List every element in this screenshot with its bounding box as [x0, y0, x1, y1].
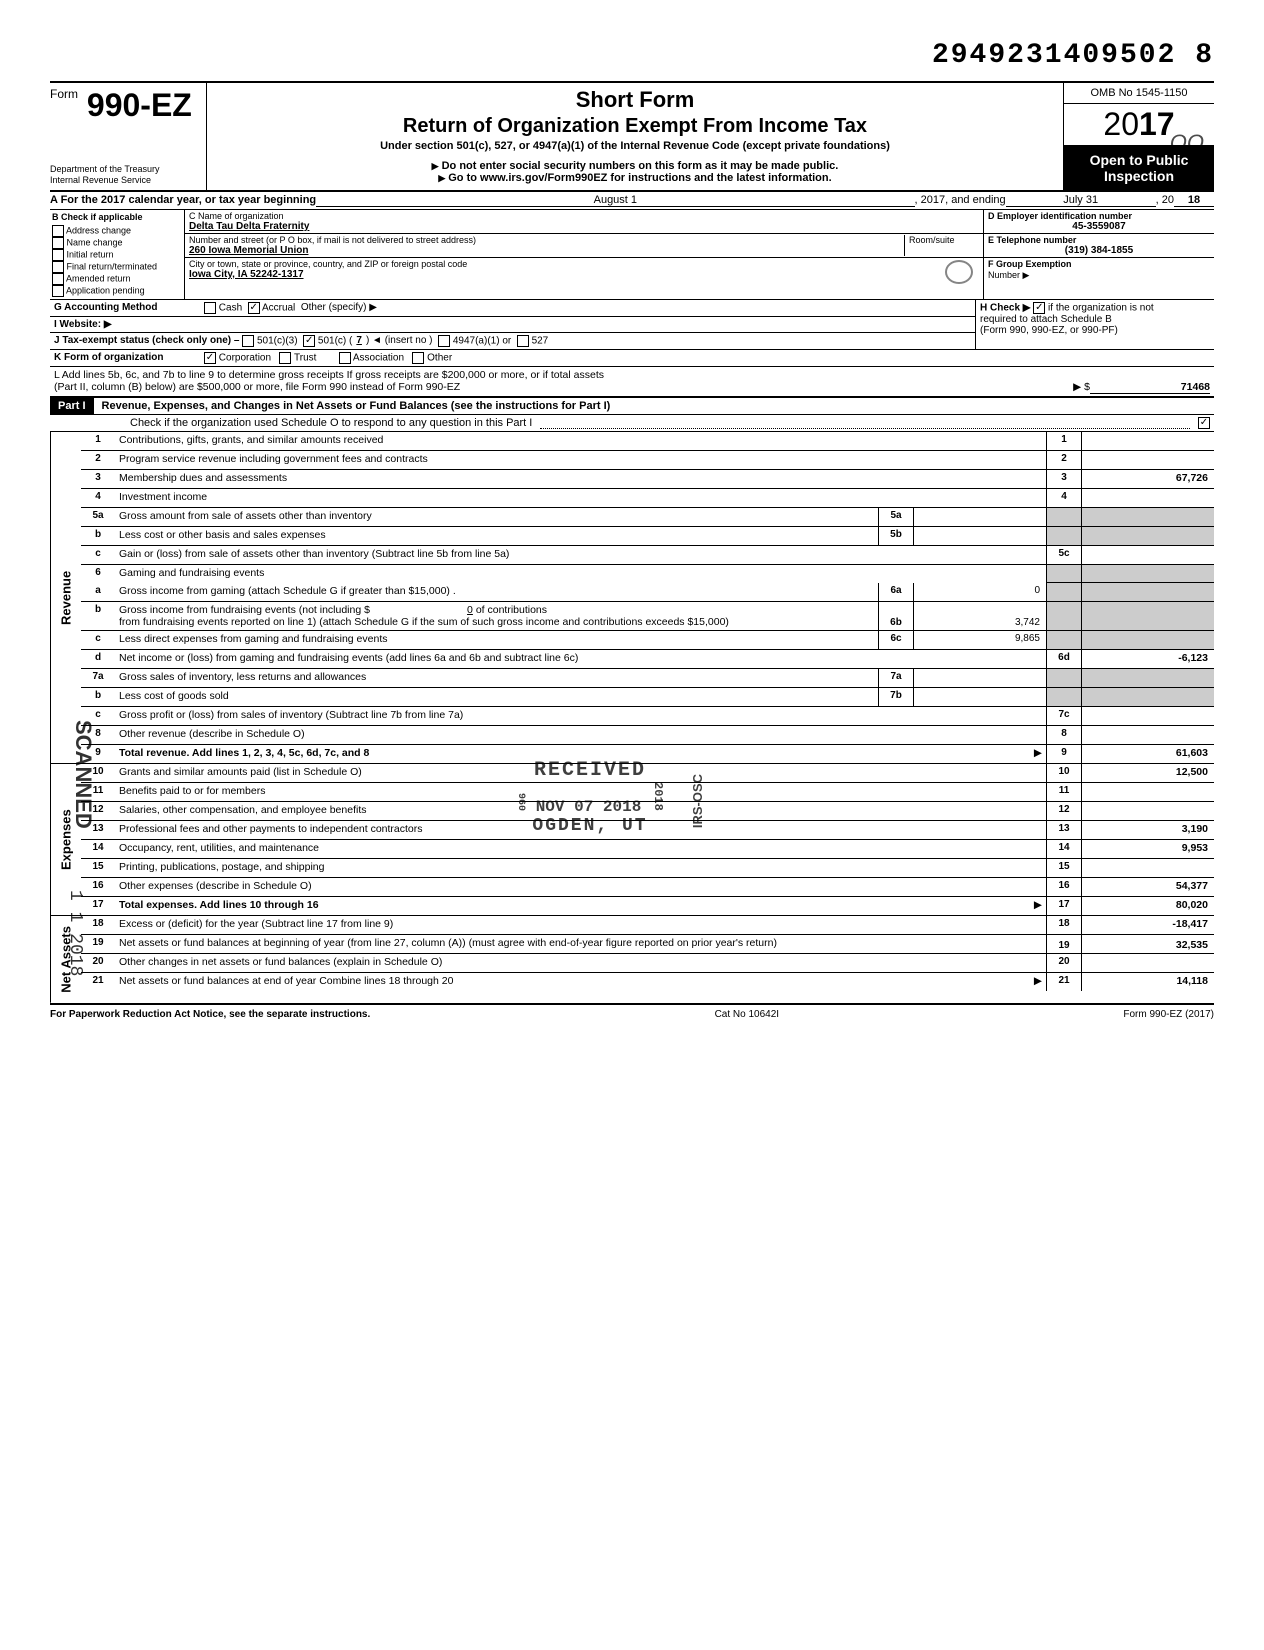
check-trust[interactable]: Trust — [279, 352, 316, 364]
scanned-stamp: SCANNED — [70, 720, 96, 829]
line-6b: b Gross income from fundraising events (… — [81, 602, 1214, 631]
box-f-group-exemption: F Group Exemption Number ▶ — [984, 258, 1214, 282]
line-15: 15Printing, publications, postage, and s… — [81, 859, 1214, 878]
header-left: Form 990-EZ Department of the Treasury I… — [50, 83, 207, 190]
check-other-org[interactable]: Other — [412, 352, 452, 364]
line-6a: aGross income from gaming (attach Schedu… — [81, 583, 1214, 602]
part-1-schedule-o-check: Check if the organization used Schedule … — [50, 415, 1214, 432]
line-5a: 5aGross amount from sale of assets other… — [81, 508, 1214, 527]
check-527[interactable]: 527 — [517, 335, 548, 347]
line-2: 2Program service revenue including gover… — [81, 451, 1214, 470]
entity-info-block: B Check if applicable Address change Nam… — [50, 210, 1214, 300]
check-cash[interactable]: Cash — [204, 302, 242, 314]
document-locator-number: 2949231409502 8 — [50, 40, 1214, 71]
omb-number: OMB No 1545-1150 — [1064, 83, 1214, 104]
form-header: Form 990-EZ Department of the Treasury I… — [50, 81, 1214, 192]
city-row: City or town, state or province, country… — [185, 258, 983, 281]
org-name-row: C Name of organization Delta Tau Delta F… — [185, 210, 983, 234]
right-info-col: D Employer identification number 45-3559… — [984, 210, 1214, 299]
box-b-check-applicable: B Check if applicable Address change Nam… — [50, 210, 185, 299]
check-address-change[interactable]: Address change — [52, 225, 182, 237]
part-1-header: Part I Revenue, Expenses, and Changes in… — [50, 397, 1214, 415]
net-assets-section: Net Assets 18Excess or (deficit) for the… — [50, 916, 1214, 1005]
check-amended-return[interactable]: Amended return — [52, 273, 182, 285]
row-j-tax-exempt: J Tax-exempt status (check only one) – 5… — [50, 333, 975, 350]
handwritten-circle-icon — [945, 260, 973, 284]
box-c-name-address: C Name of organization Delta Tau Delta F… — [185, 210, 984, 299]
check-application-pending[interactable]: Application pending — [52, 285, 182, 297]
line-10: 10Grants and similar amounts paid (list … — [81, 764, 1214, 783]
check-schedule-o-part1[interactable]: ✓ — [1198, 417, 1210, 429]
check-name-change[interactable]: Name change — [52, 237, 182, 249]
check-final-return[interactable]: Final return/terminated — [52, 261, 182, 273]
check-association[interactable]: Association — [339, 352, 404, 364]
line-1: 1Contributions, gifts, grants, and simil… — [81, 432, 1214, 451]
line-16: 16Other expenses (describe in Schedule O… — [81, 878, 1214, 897]
irs-osc-stamp: IRS-OSC — [690, 774, 705, 828]
ssn-warning: Do not enter social security numbers on … — [217, 160, 1053, 172]
side-date-stamp: 1 1 2018 — [65, 890, 85, 976]
line-6c: cLess direct expenses from gaming and fu… — [81, 631, 1214, 650]
line-6: 6Gaming and fundraising events — [81, 565, 1214, 583]
street-row: Number and street (or P O box, if mail i… — [185, 234, 983, 258]
box-h-schedule-b: H Check ▶ ✓ if the organization is not r… — [975, 300, 1214, 350]
line-4: 4Investment income4 — [81, 489, 1214, 508]
line-6d: dNet income or (loss) from gaming and fu… — [81, 650, 1214, 669]
revenue-section: Revenue 1Contributions, gifts, grants, a… — [50, 432, 1214, 764]
goto-url: Go to www.irs.gov/Form990EZ for instruct… — [217, 172, 1053, 184]
form-subtitle: Return of Organization Exempt From Incom… — [217, 115, 1053, 138]
line-7c: cGross profit or (loss) from sales of in… — [81, 707, 1214, 726]
line-9: 9Total revenue. Add lines 1, 2, 3, 4, 5c… — [81, 745, 1214, 763]
row-g-accounting: G Accounting Method Cash ✓ Accrual Other… — [50, 300, 975, 317]
form-number: Form 990-EZ — [50, 87, 200, 124]
line-5b: bLess cost or other basis and sales expe… — [81, 527, 1214, 546]
check-501c[interactable]: ✓ 501(c) ( — [303, 335, 352, 347]
line-7b: bLess cost of goods sold7b — [81, 688, 1214, 707]
under-section-text: Under section 501(c), 527, or 4947(a)(1)… — [217, 140, 1053, 152]
line-3: 3Membership dues and assessments367,726 — [81, 470, 1214, 489]
row-l-gross-receipts: L Add lines 5b, 6c, and 7b to line 9 to … — [50, 367, 1214, 397]
line-19: 19Net assets or fund balances at beginni… — [81, 935, 1214, 954]
check-initial-return[interactable]: Initial return — [52, 249, 182, 261]
line-20: 20Other changes in net assets or fund ba… — [81, 954, 1214, 973]
check-not-required-schedule-b[interactable]: ✓ — [1033, 302, 1045, 314]
box-e-phone: E Telephone number (319) 384-1855 — [984, 234, 1214, 258]
line-8: 8Other revenue (describe in Schedule O)8 — [81, 726, 1214, 745]
line-18: 18Excess or (deficit) for the year (Subt… — [81, 916, 1214, 935]
department-info: Department of the Treasury Internal Reve… — [50, 164, 200, 186]
line-21: 21Net assets or fund balances at end of … — [81, 973, 1214, 991]
line-5c: cGain or (loss) from sale of assets othe… — [81, 546, 1214, 565]
line-12: 12Salaries, other compensation, and empl… — [81, 802, 1214, 821]
header-center: Short Form Return of Organization Exempt… — [207, 83, 1063, 190]
check-accrual[interactable]: ✓ Accrual — [248, 302, 296, 314]
form-container: 2949231409502 8 Form 990-EZ Department o… — [50, 40, 1214, 1020]
check-4947[interactable]: 4947(a)(1) or — [438, 335, 511, 347]
line-17: 17Total expenses. Add lines 10 through 1… — [81, 897, 1214, 915]
check-501c3[interactable]: 501(c)(3) — [242, 335, 297, 347]
line-14: 14Occupancy, rent, utilities, and mainte… — [81, 840, 1214, 859]
row-i-website: I Website: ▶ — [50, 317, 975, 333]
line-7a: 7aGross sales of inventory, less returns… — [81, 669, 1214, 688]
box-d-ein: D Employer identification number 45-3559… — [984, 210, 1214, 234]
line-a-tax-year: A For the 2017 calendar year, or tax yea… — [50, 192, 1214, 210]
line-11: 11Benefits paid to or for members11 — [81, 783, 1214, 802]
row-k-form-org: K Form of organization ✓ Corporation Tru… — [50, 350, 1214, 367]
short-form-title: Short Form — [217, 87, 1053, 113]
page-footer: For Paperwork Reduction Act Notice, see … — [50, 1005, 1214, 1020]
check-corporation[interactable]: ✓ Corporation — [204, 352, 271, 364]
handwritten-initials: OO — [1170, 130, 1204, 156]
expenses-section: Expenses 10Grants and similar amounts pa… — [50, 764, 1214, 916]
line-13: 13Professional fees and other payments t… — [81, 821, 1214, 840]
